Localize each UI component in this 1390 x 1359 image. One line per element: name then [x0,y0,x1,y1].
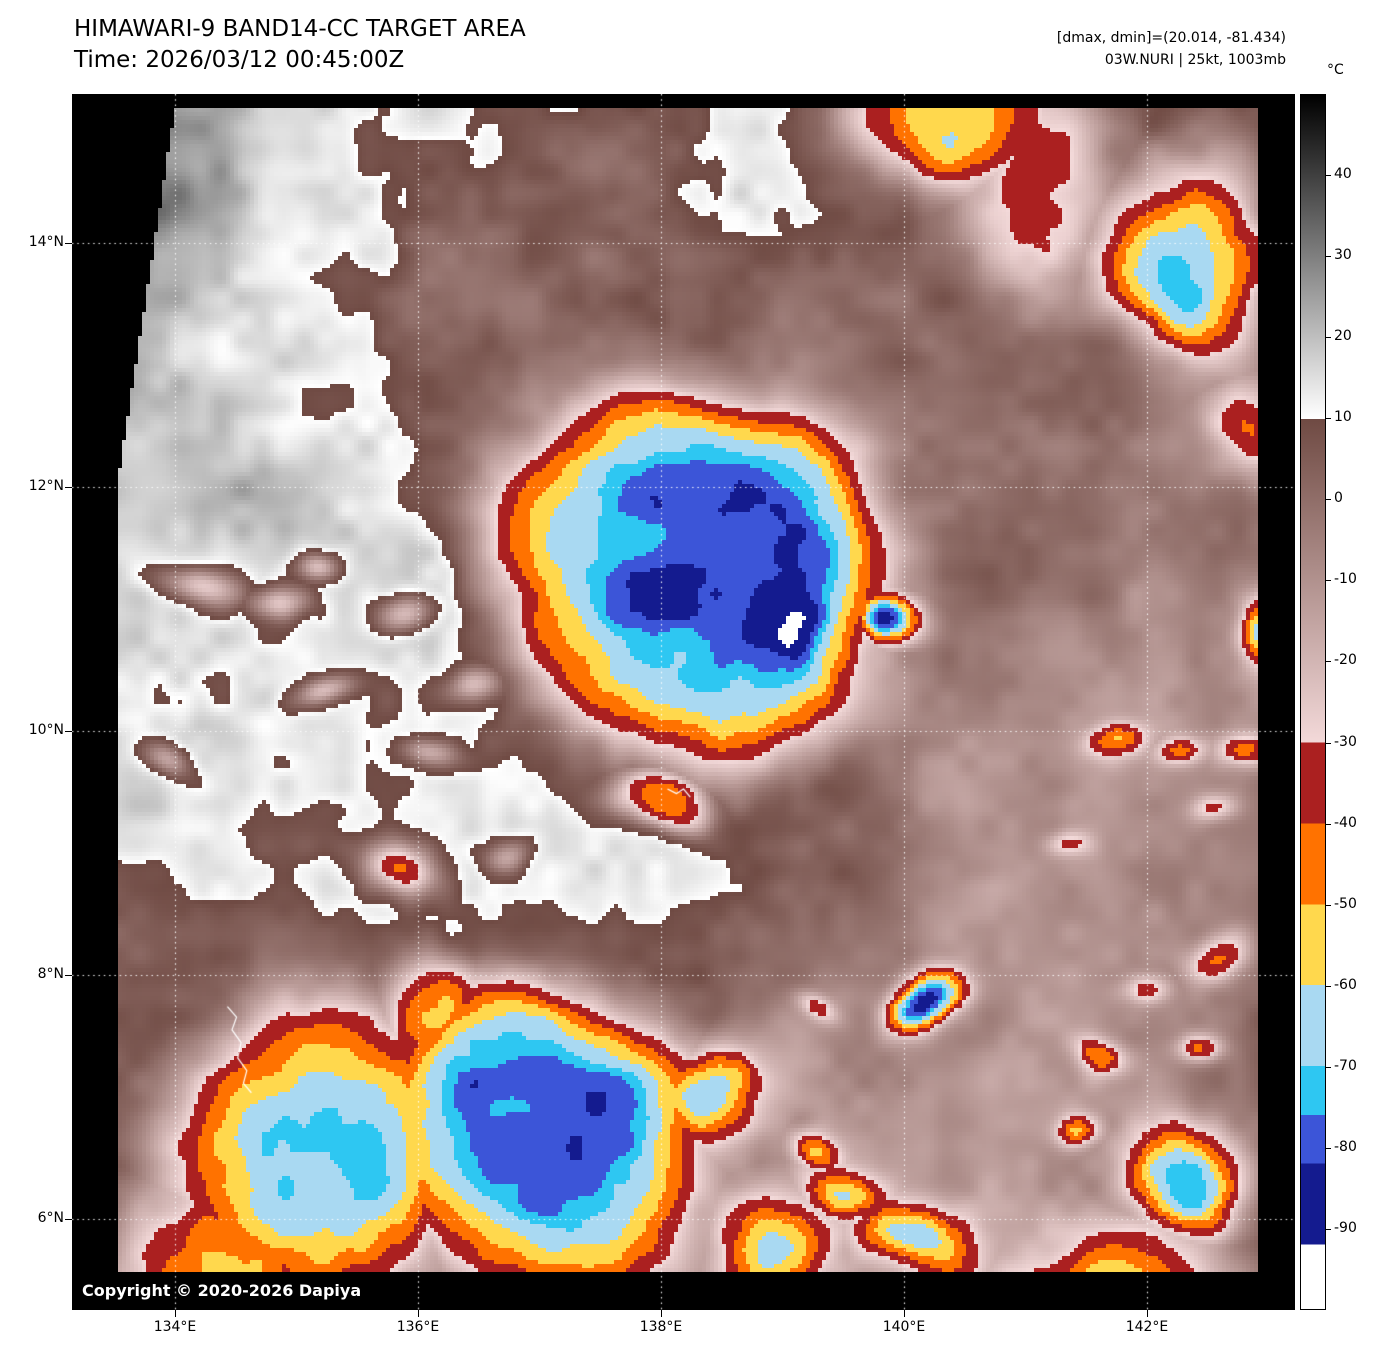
colorbar-tick-mark [1326,1147,1331,1149]
lon-tick-label: 138°E [639,1319,683,1335]
axis-tick-mark [65,975,72,976]
product-title: HIMAWARI-9 BAND14-CC TARGET AREA [74,16,526,42]
colorbar-tick-mark [1326,175,1331,177]
colorbar-tick-mark [1326,823,1331,825]
colorbar-tick-mark [1326,580,1331,582]
colorbar-tick-label: -40 [1334,814,1357,831]
lon-tick-label: 142°E [1125,1319,1169,1335]
axis-tick-mark [65,1219,72,1220]
storm-info-readout: 03W.NURI | 25kt, 1003mb [1104,52,1286,68]
copyright-label: Copyright © 2020-2026 Dapiya [82,1281,362,1300]
axis-tick-mark [904,1310,905,1317]
colorbar-tick-mark [1326,661,1331,663]
axis-tick-mark [65,243,72,244]
product-time: Time: 2026/03/12 00:45:00Z [74,47,405,73]
colorbar-tick-label: -50 [1334,895,1357,912]
axis-tick-mark [65,731,72,732]
map-plot: Copyright © 2020-2026 Dapiya [72,94,1295,1310]
colorbar-tick-label: -80 [1334,1138,1357,1155]
colorbar-tick-label: -10 [1334,571,1357,588]
colorbar-tick-mark [1326,742,1331,744]
colorbar-tick-label: -20 [1334,652,1357,669]
lon-tick-label: 134°E [153,1319,197,1335]
colorbar-tick-mark [1326,904,1331,906]
colorbar [1300,94,1326,1310]
axis-tick-mark [418,1310,419,1317]
dmax-dmin-readout: [dmax, dmin]=(20.014, -81.434) [1056,30,1286,46]
colorbar-tick-mark [1326,1066,1331,1068]
lon-tick-label: 136°E [396,1319,440,1335]
lon-tick-label: 140°E [882,1319,926,1335]
colorbar-tick-label: -60 [1334,976,1357,993]
colorbar-tick-mark [1326,499,1331,501]
colorbar-tick-mark [1326,1228,1331,1230]
colorbar-tick-label: 40 [1334,166,1352,183]
lat-tick-label: 14°N [28,234,64,250]
colorbar-tick-label: 30 [1334,247,1352,264]
lat-tick-label: 6°N [37,1210,64,1226]
colorbar-tick-label: -70 [1334,1057,1357,1074]
axis-tick-mark [661,1310,662,1317]
colorbar-tick-mark [1326,256,1331,258]
colorbar-tick-label: -30 [1334,733,1357,750]
colorbar-tick-label: -90 [1334,1219,1357,1236]
colorbar-tick-mark [1326,418,1331,420]
colorbar-tick-mark [1326,337,1331,339]
lat-tick-label: 12°N [28,478,64,494]
colorbar-tick-mark [1326,985,1331,987]
colorbar-tick-label: 0 [1334,490,1343,507]
lat-tick-label: 10°N [28,722,64,738]
colorbar-tick-label: 10 [1334,409,1352,426]
lat-tick-label: 8°N [37,966,64,982]
grid-overlay-canvas [72,94,1295,1310]
colorbar-tick-label: 20 [1334,328,1352,345]
colorbar-unit-label: °C [1327,62,1344,78]
axis-tick-mark [175,1310,176,1317]
axis-tick-mark [1147,1310,1148,1317]
axis-tick-mark [65,487,72,488]
